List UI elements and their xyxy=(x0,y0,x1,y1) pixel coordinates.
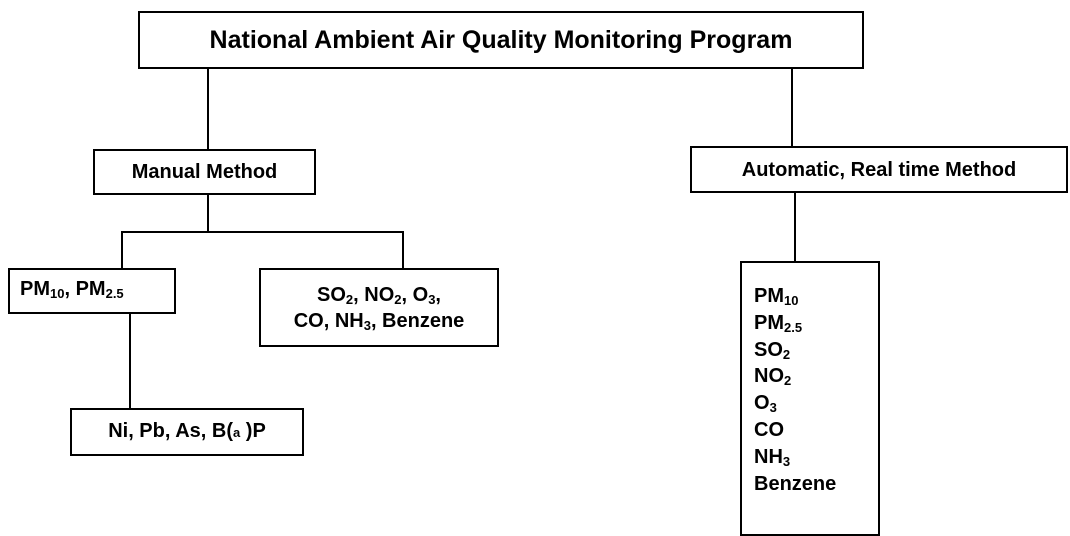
text-line: SO2 xyxy=(754,337,878,364)
text-line: PM10 xyxy=(754,283,878,310)
label-text: , Benzene xyxy=(370,309,465,332)
label-text: SO xyxy=(317,283,346,306)
label-text: Ni, Pb, As, B( xyxy=(108,420,234,442)
label-text: , PM xyxy=(64,278,106,300)
method-box: Automatic, Real time Method xyxy=(690,146,1068,193)
program-box: National Ambient Air Quality Monitoring … xyxy=(138,11,864,69)
subscript: 2 xyxy=(782,346,791,362)
label-text: PM xyxy=(754,311,784,334)
text-line: National Ambient Air Quality Monitoring … xyxy=(210,27,793,53)
pollutant-box: PM10, PM2.5 xyxy=(8,268,176,314)
label-text: CO, NH xyxy=(293,309,364,332)
text-line: PM10, PM2.5 xyxy=(20,276,174,302)
subscript: 10 xyxy=(784,293,799,308)
text-line: O3 xyxy=(754,390,878,417)
subscript: 3 xyxy=(769,400,777,416)
pollutant-box: PM10 PM2.5 SO2 NO2 O3 CO NH3 Benzene xyxy=(740,261,880,536)
label-text: CO xyxy=(754,418,784,441)
text-line: NO2 xyxy=(754,363,878,390)
label-text: )P xyxy=(240,420,266,442)
text-line: CO, NH3, Benzene xyxy=(294,308,465,334)
subscript: 2 xyxy=(784,373,792,389)
text-line: PM2.5 xyxy=(754,310,878,337)
subscript: 2 xyxy=(345,291,354,307)
label-text: O xyxy=(754,392,770,415)
pollutant-box: Ni, Pb, As, B(a )P xyxy=(70,408,304,456)
subscript: 2 xyxy=(394,291,402,307)
text-line: SO2, NO2, O3, xyxy=(317,282,441,308)
subscript: 2.5 xyxy=(784,319,803,335)
label-text: , O xyxy=(401,283,429,306)
subscript: 2.5 xyxy=(105,286,124,301)
label-text: National Ambient Air Quality Monitoring … xyxy=(209,26,793,54)
label-text: , xyxy=(435,283,441,306)
label-text: PM xyxy=(20,278,50,300)
subscript: 3 xyxy=(782,453,791,469)
text-line: NH3 xyxy=(754,444,878,471)
text-line: Ni, Pb, As, B(a )P xyxy=(108,418,266,446)
small-text: a xyxy=(233,425,241,440)
label-text: SO xyxy=(754,338,783,361)
label-text: NO xyxy=(754,365,784,388)
label-text: , NO xyxy=(353,283,395,306)
label-text: Automatic, Real time Method xyxy=(741,158,1017,181)
text-line: Automatic, Real time Method xyxy=(742,157,1016,183)
label-text: PM xyxy=(754,285,784,307)
text-line: Manual Method xyxy=(132,159,278,185)
subscript: 3 xyxy=(363,317,371,333)
text-line: CO xyxy=(754,417,878,444)
subscript: 3 xyxy=(428,291,436,307)
label-text: Manual Method xyxy=(131,161,278,183)
method-box: Manual Method xyxy=(93,149,316,195)
pollutant-box: SO2, NO2, O3, CO, NH3, Benzene xyxy=(259,268,499,347)
label-text: NH xyxy=(754,445,783,468)
subscript: 10 xyxy=(50,286,65,301)
label-text: Benzene xyxy=(754,472,837,495)
text-line: Benzene xyxy=(754,471,878,498)
